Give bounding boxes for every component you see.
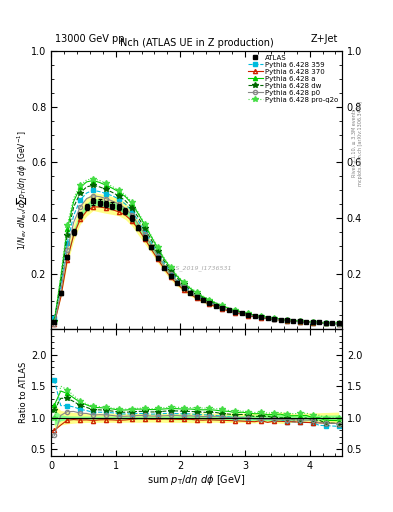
Legend: ATLAS, Pythia 6.428 359, Pythia 6.428 370, Pythia 6.428 a, Pythia 6.428 dw, Pyth: ATLAS, Pythia 6.428 359, Pythia 6.428 37… xyxy=(246,53,340,104)
X-axis label: sum $p_\mathrm{T}/d\eta\ d\phi$ [GeV]: sum $p_\mathrm{T}/d\eta\ d\phi$ [GeV] xyxy=(147,473,246,487)
Text: Z+Jet: Z+Jet xyxy=(310,34,338,44)
Text: mcplots.cern.ch [arXiv:1306.3436]: mcplots.cern.ch [arXiv:1306.3436] xyxy=(358,101,363,186)
Title: Nch (ATLAS UE in Z production): Nch (ATLAS UE in Z production) xyxy=(119,38,274,48)
Y-axis label: $1/N_{ev}\ dN_{ev}/d\!\sum\! p_T/d\eta\ d\phi\ \,[\mathrm{GeV}^{-1}]$: $1/N_{ev}\ dN_{ev}/d\!\sum\! p_T/d\eta\ … xyxy=(15,131,29,250)
Text: ATLAS_2019_I1736531: ATLAS_2019_I1736531 xyxy=(161,265,232,271)
Y-axis label: Ratio to ATLAS: Ratio to ATLAS xyxy=(19,362,28,423)
Text: Rivet 3.1.10, ≥ 3.3M events: Rivet 3.1.10, ≥ 3.3M events xyxy=(352,109,357,178)
Text: 13000 GeV pp: 13000 GeV pp xyxy=(55,34,125,44)
